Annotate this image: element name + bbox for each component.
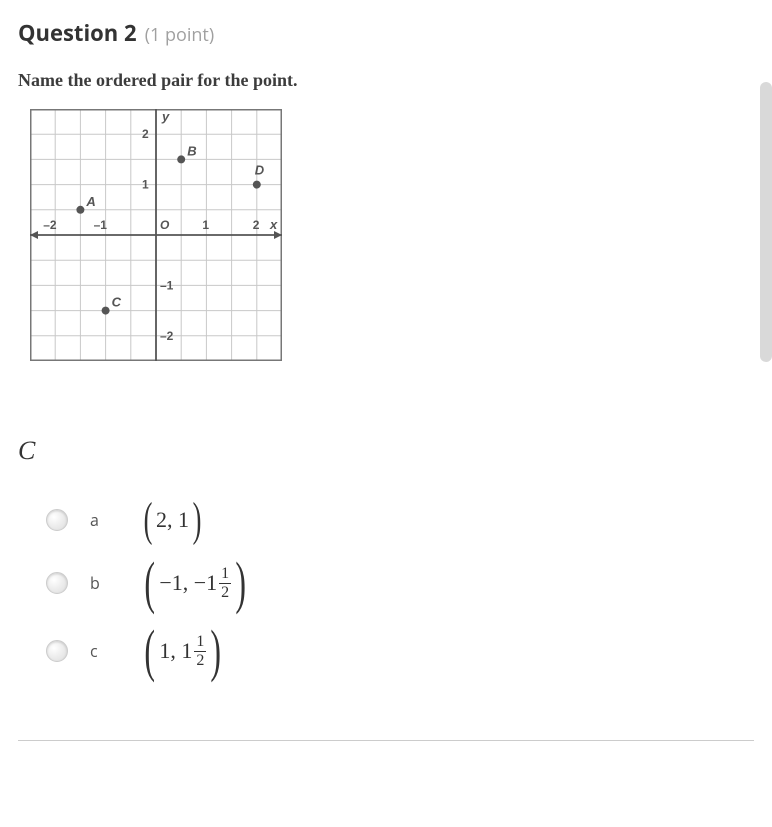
graph-svg: –2 –1 1 2 –2 –1 1 2 Oy x A B C D <box>30 109 282 361</box>
option-c[interactable]: c ( 1, 1 1 2 ) <box>46 622 754 680</box>
option-b[interactable]: b ( −1, −1 1 2 ) <box>46 554 754 612</box>
option-b-letter: b <box>90 572 140 594</box>
answer-options: a ( 2, 1 ) b ( −1, −1 1 2 ) c ( <box>46 496 754 680</box>
section-divider <box>18 740 754 741</box>
svg-text:–2: –2 <box>160 329 174 343</box>
svg-text:1: 1 <box>142 178 149 192</box>
question-prompt: Name the ordered pair for the point. <box>18 70 754 91</box>
option-c-letter: c <box>90 640 140 662</box>
vertical-scrollbar[interactable] <box>760 82 772 362</box>
paren-open-icon: ( <box>144 622 155 680</box>
question-header: Question 2 (1 point) <box>18 18 754 48</box>
option-b-math: ( −1, −1 1 2 ) <box>140 554 251 612</box>
option-c-math: ( 1, 1 1 2 ) <box>140 622 226 680</box>
svg-text:A: A <box>85 194 95 209</box>
fraction-icon: 1 2 <box>219 565 231 601</box>
paren-close-icon: ) <box>236 554 247 612</box>
svg-text:B: B <box>187 143 196 158</box>
radio-c[interactable] <box>46 640 68 662</box>
svg-text:–1: –1 <box>94 218 108 232</box>
option-c-x: 1 <box>159 638 170 664</box>
option-b-y: −1 1 2 <box>194 565 231 601</box>
radio-a[interactable] <box>46 509 68 531</box>
coordinate-graph: –2 –1 1 2 –2 –1 1 2 Oy x A B C D <box>30 109 754 366</box>
option-a[interactable]: a ( 2, 1 ) <box>46 496 754 544</box>
svg-text:x: x <box>269 217 278 232</box>
svg-text:–2: –2 <box>43 218 57 232</box>
radio-b[interactable] <box>46 572 68 594</box>
paren-close-icon: ) <box>193 496 202 544</box>
svg-text:2: 2 <box>253 218 260 232</box>
question-points: (1 point) <box>145 23 214 47</box>
svg-text:O: O <box>160 218 170 232</box>
option-c-y: 1 1 2 <box>181 633 206 669</box>
fraction-icon: 1 2 <box>194 633 206 669</box>
question-number: Question 2 <box>18 18 137 48</box>
target-point-label: C <box>18 436 754 466</box>
svg-text:–1: –1 <box>160 278 174 292</box>
svg-text:1: 1 <box>202 218 209 232</box>
option-a-y: 1 <box>178 507 189 533</box>
svg-text:y: y <box>161 109 170 124</box>
paren-open-icon: ( <box>144 496 153 544</box>
paren-close-icon: ) <box>211 622 222 680</box>
option-a-letter: a <box>90 509 140 531</box>
svg-text:C: C <box>112 295 122 310</box>
paren-open-icon: ( <box>144 554 155 612</box>
svg-text:D: D <box>255 163 265 178</box>
svg-text:2: 2 <box>142 127 149 141</box>
option-a-math: ( 2, 1 ) <box>140 496 205 544</box>
option-a-x: 2 <box>156 507 167 533</box>
option-b-x: −1 <box>159 570 182 596</box>
